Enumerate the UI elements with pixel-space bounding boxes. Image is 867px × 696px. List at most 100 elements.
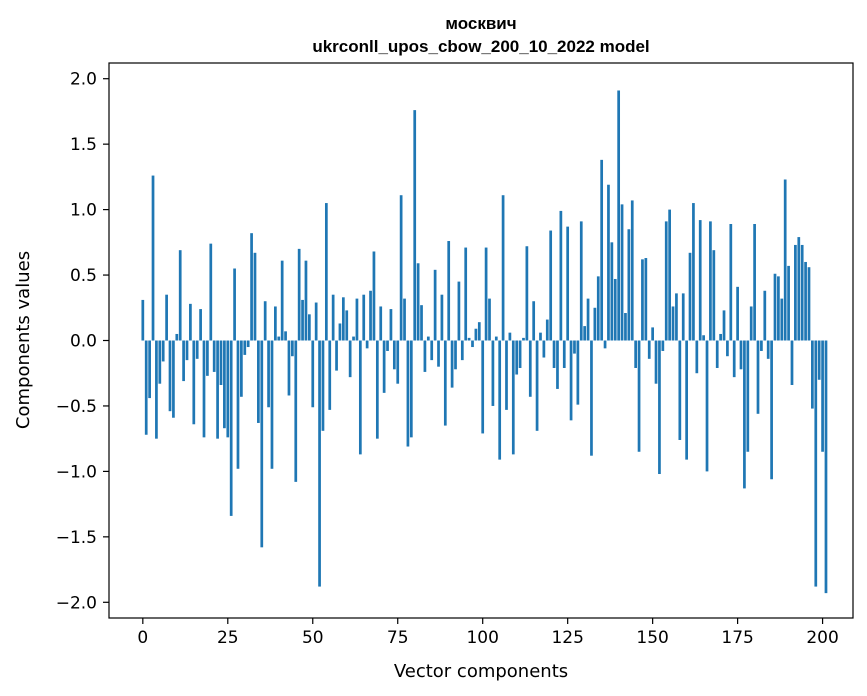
bar-90 bbox=[447, 241, 451, 341]
bar-128 bbox=[576, 340, 580, 405]
bar-54 bbox=[324, 203, 328, 341]
bar-61 bbox=[348, 340, 352, 378]
x-axis-label: Vector components bbox=[394, 661, 568, 682]
bar-57 bbox=[335, 340, 338, 371]
bar-40 bbox=[277, 336, 281, 341]
bar-47 bbox=[301, 299, 304, 341]
bar-103 bbox=[491, 340, 495, 406]
bar-189 bbox=[783, 179, 787, 341]
bar-175 bbox=[736, 286, 739, 341]
bar-186 bbox=[773, 273, 777, 341]
bar-19 bbox=[206, 340, 209, 376]
y-tick-label: −2.0 bbox=[56, 593, 97, 613]
bar-75 bbox=[396, 340, 400, 384]
bar-123 bbox=[559, 210, 563, 341]
bar-178 bbox=[746, 340, 750, 452]
bar-60 bbox=[345, 310, 349, 341]
bar-36 bbox=[263, 301, 267, 341]
bar-120 bbox=[549, 230, 553, 341]
bar-16 bbox=[195, 340, 199, 359]
bar-100 bbox=[481, 340, 485, 434]
bar-26 bbox=[229, 340, 233, 516]
bar-28 bbox=[236, 340, 240, 469]
bar-185 bbox=[770, 340, 773, 480]
bar-14 bbox=[189, 303, 192, 341]
bar-12 bbox=[182, 340, 185, 382]
bar-34 bbox=[257, 340, 260, 423]
bar-191 bbox=[790, 340, 794, 385]
bar-149 bbox=[647, 340, 651, 359]
bar-133 bbox=[593, 307, 597, 341]
bar-18 bbox=[202, 340, 206, 438]
bar-50 bbox=[311, 340, 315, 408]
bar-119 bbox=[545, 319, 549, 341]
bar-157 bbox=[675, 293, 678, 341]
bar-49 bbox=[308, 314, 311, 341]
bar-89 bbox=[443, 340, 447, 426]
bar-165 bbox=[702, 335, 705, 341]
x-axis-ticks: 0 25 50 75 100 125 150 175 200 bbox=[137, 618, 839, 648]
x-tick-label: 100 bbox=[466, 628, 498, 648]
bar-98 bbox=[474, 328, 478, 341]
bar-48 bbox=[304, 260, 308, 341]
bar-10 bbox=[175, 333, 179, 341]
bar-5 bbox=[158, 340, 162, 384]
y-tick-label: −0.5 bbox=[56, 397, 97, 417]
bar-29 bbox=[240, 340, 243, 397]
bar-82 bbox=[420, 305, 423, 341]
bar-46 bbox=[297, 248, 301, 341]
bar-197 bbox=[811, 340, 814, 409]
bar-122 bbox=[556, 340, 559, 389]
bar-156 bbox=[671, 306, 675, 341]
bar-33 bbox=[253, 252, 257, 341]
bar-27 bbox=[233, 268, 236, 341]
bar-114 bbox=[528, 340, 532, 397]
x-tick-label: 25 bbox=[217, 628, 239, 648]
bar-187 bbox=[777, 276, 780, 341]
bar-141 bbox=[620, 204, 624, 341]
bar-84 bbox=[426, 336, 430, 341]
bar-22 bbox=[216, 340, 219, 439]
bar-135 bbox=[600, 159, 604, 341]
bar-117 bbox=[539, 332, 542, 341]
y-tick-label: −1.0 bbox=[56, 462, 97, 482]
y-tick-label: 0.5 bbox=[70, 266, 97, 286]
bar-1 bbox=[144, 340, 148, 435]
bar-151 bbox=[654, 340, 658, 384]
bar-56 bbox=[331, 294, 335, 341]
bar-53 bbox=[321, 340, 325, 431]
bar-162 bbox=[692, 203, 695, 341]
bar-35 bbox=[260, 340, 264, 548]
bar-88 bbox=[440, 294, 444, 341]
bar-2 bbox=[148, 340, 151, 399]
y-tick-label: 0.0 bbox=[70, 332, 97, 352]
bar-110 bbox=[515, 340, 519, 375]
bar-23 bbox=[219, 340, 223, 385]
bar-7 bbox=[165, 294, 168, 341]
bar-8 bbox=[168, 340, 172, 412]
bar-25 bbox=[226, 340, 230, 438]
x-tick-label: 0 bbox=[137, 628, 148, 648]
bar-66 bbox=[365, 340, 369, 349]
bar-107 bbox=[505, 340, 508, 410]
bar-158 bbox=[678, 340, 682, 440]
bar-155 bbox=[668, 209, 671, 341]
bar-78 bbox=[406, 340, 410, 447]
bar-140 bbox=[617, 90, 621, 341]
bar-124 bbox=[562, 340, 566, 368]
bar-154 bbox=[664, 221, 668, 341]
bar-200 bbox=[821, 340, 824, 452]
bar-116 bbox=[535, 340, 539, 431]
bar-62 bbox=[352, 336, 355, 341]
bar-161 bbox=[688, 252, 692, 341]
bar-170 bbox=[719, 333, 722, 341]
bar-199 bbox=[817, 340, 821, 380]
bar-59 bbox=[341, 297, 345, 341]
bar-195 bbox=[804, 261, 807, 341]
chart-title-line-1: москвич bbox=[445, 14, 516, 33]
bar-68 bbox=[372, 251, 376, 341]
bar-74 bbox=[392, 340, 396, 370]
bar-105 bbox=[498, 340, 502, 460]
bar-182 bbox=[760, 340, 763, 351]
y-axis-ticks: −2.0 −1.5 −1.0 −0.5 0.0 0.5 1.0 1.5 2.0 bbox=[56, 70, 109, 613]
